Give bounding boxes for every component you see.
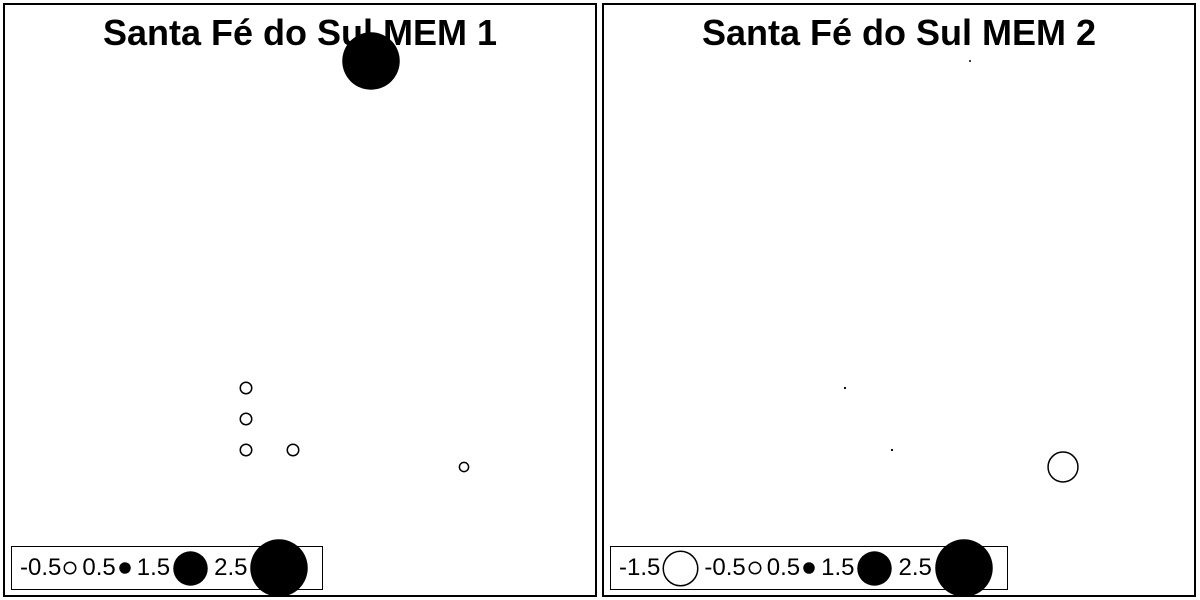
legend-marker <box>935 539 993 595</box>
legend-entry-4: 1.5 <box>821 549 894 588</box>
legend-label: 1.5 <box>136 554 171 581</box>
legend-label: 0.5 <box>766 554 801 581</box>
legend-marker <box>173 550 208 586</box>
legend-marker <box>63 561 77 575</box>
legend-entry-1: -1.5 <box>619 549 700 588</box>
mem1-legend: -0.5 0.5 1.5 2.5 <box>11 539 324 595</box>
data-point-6 <box>458 461 470 473</box>
legend-symbol <box>250 539 309 595</box>
legend-symbol <box>662 550 699 586</box>
data-point-4 <box>239 443 253 457</box>
legend-symbol <box>857 550 893 586</box>
legend-label: 0.5 <box>82 554 116 581</box>
legend-symbol <box>63 561 77 575</box>
data-point-5 <box>286 443 300 457</box>
legend-marker <box>250 539 309 595</box>
legend-symbol <box>935 539 993 595</box>
legend-entry-3: 1.5 <box>137 549 210 588</box>
legend-marker <box>803 562 815 574</box>
data-point-3 <box>890 448 894 452</box>
data-point-2 <box>239 381 253 395</box>
mem1-plot-area <box>239 32 470 473</box>
chart-title: Santa Fé do Sul MEM 1 <box>102 12 498 53</box>
data-point-3 <box>239 412 253 426</box>
mem2-plot-area <box>843 60 1079 483</box>
legend-label: 1.5 <box>821 554 855 581</box>
legend-marker <box>748 561 762 575</box>
legend-entry-5: 2.5 <box>898 537 994 595</box>
legend-symbol <box>118 562 131 574</box>
legend-symbol <box>748 561 762 575</box>
mem2-panel: Santa Fé do Sul MEM 2 -1.5 -0.5 0.5 1.5 2.5 <box>602 3 1196 597</box>
legend-marker <box>118 562 131 574</box>
legend-marker <box>857 550 893 586</box>
legend-entry-2: 0.5 <box>82 554 132 582</box>
legend-entry-2: -0.5 <box>704 554 762 582</box>
chart-title: Santa Fé do Sul MEM 2 <box>701 12 1097 53</box>
legend-label: -1.5 <box>619 554 661 581</box>
legend-entry-4: 2.5 <box>214 537 310 595</box>
legend-label: 2.5 <box>214 554 248 581</box>
data-point-1 <box>342 32 400 90</box>
mem1-panel: Santa Fé do Sul MEM 1 -0.5 0.5 1.5 2.5 <box>3 3 597 597</box>
data-point-1 <box>969 60 971 62</box>
legend-label: 2.5 <box>898 554 932 581</box>
legend-symbol <box>803 562 815 574</box>
legend-entry-3: 0.5 <box>767 554 817 582</box>
legend-label: -0.5 <box>20 554 62 581</box>
legend-entry-1: -0.5 <box>20 554 78 582</box>
legend-label: -0.5 <box>704 554 746 581</box>
legend-marker <box>662 550 699 586</box>
data-point-4 <box>1047 451 1079 483</box>
legend-symbol <box>173 550 208 586</box>
data-point-2 <box>843 386 847 390</box>
mem2-legend: -1.5 -0.5 0.5 1.5 2.5 <box>610 539 1008 595</box>
